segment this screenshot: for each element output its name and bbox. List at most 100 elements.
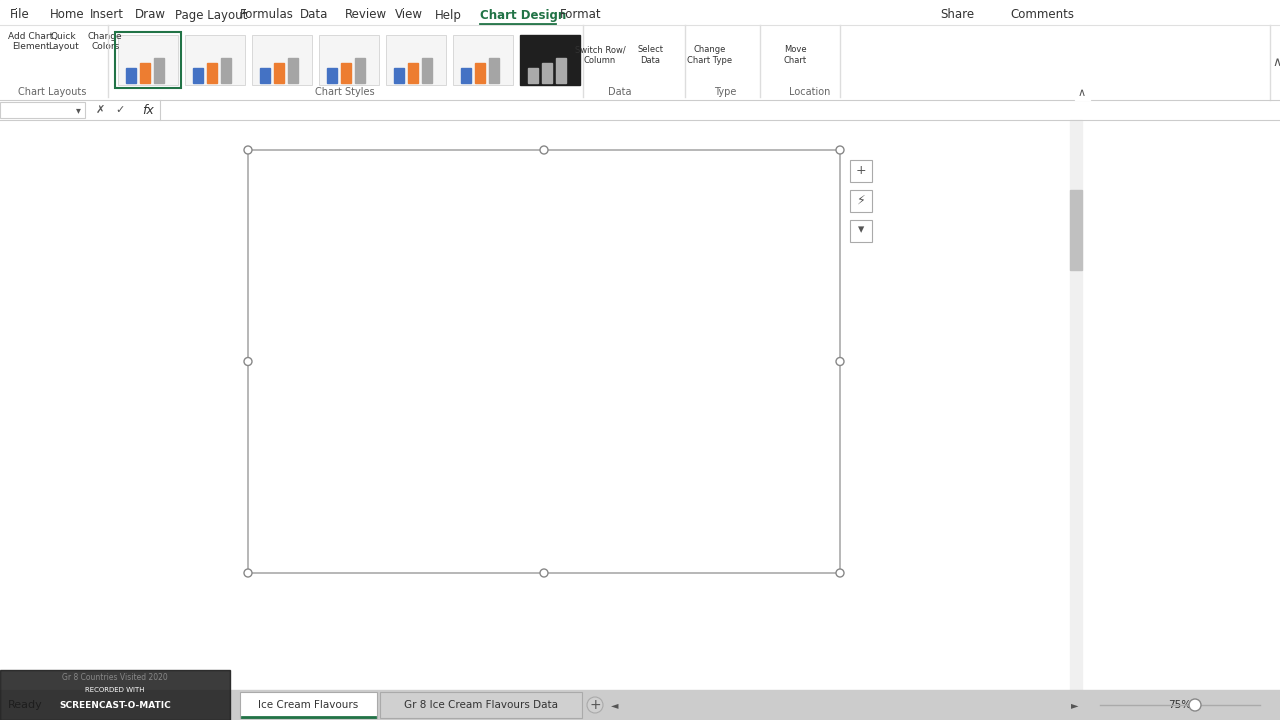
Text: Format: Format: [561, 9, 602, 22]
Bar: [305, 259, 330, 616]
Bar: [241, 692, 378, 718]
Text: fx: fx: [142, 104, 154, 117]
Bar: [193, 68, 204, 83]
Text: Quick
Layout: Quick Layout: [49, 32, 79, 51]
Circle shape: [1189, 699, 1201, 711]
Text: Location: Location: [790, 87, 831, 97]
Circle shape: [244, 146, 252, 154]
Bar: [0, 102, 84, 118]
Bar: [118, 35, 178, 85]
Bar: [557, 497, 581, 616]
Text: ►: ►: [1071, 700, 1079, 710]
Bar: [419, 378, 443, 616]
Bar: [274, 63, 284, 83]
Text: ✗: ✗: [95, 105, 105, 115]
Bar: [408, 63, 419, 83]
Circle shape: [836, 146, 844, 154]
Bar: [850, 190, 872, 212]
Bar: [154, 58, 164, 83]
Legend: 8A, 8B, 8C: 8A, 8B, 8C: [472, 677, 616, 696]
Bar: [443, 556, 468, 616]
Bar: [0, 25, 108, 80]
Bar: [288, 58, 298, 83]
Circle shape: [244, 569, 252, 577]
Text: Formulas: Formulas: [241, 9, 294, 22]
Bar: [319, 35, 379, 85]
Text: ▾: ▾: [76, 105, 81, 115]
Bar: [0, 670, 230, 720]
Text: 75%: 75%: [1169, 700, 1192, 710]
Circle shape: [244, 358, 252, 366]
Text: Data: Data: [300, 9, 329, 22]
Bar: [1070, 190, 1082, 270]
Bar: [380, 692, 582, 718]
Circle shape: [836, 569, 844, 577]
Text: +: +: [856, 163, 867, 176]
Text: Select
Data: Select Data: [637, 45, 663, 65]
Text: Chart Layouts: Chart Layouts: [18, 87, 86, 97]
Bar: [0, 690, 1280, 720]
Bar: [330, 199, 355, 616]
Circle shape: [836, 358, 844, 366]
Text: Page Layout: Page Layout: [175, 9, 247, 22]
Text: RECORDED WITH: RECORDED WITH: [86, 687, 145, 693]
Bar: [140, 63, 150, 83]
Bar: [422, 58, 433, 83]
Bar: [733, 259, 758, 616]
Text: ✓: ✓: [115, 105, 124, 115]
Text: View: View: [396, 9, 422, 22]
Bar: [0, 100, 1280, 120]
Text: ◄: ◄: [612, 700, 618, 710]
Bar: [0, 0, 1280, 100]
Bar: [453, 35, 513, 85]
Bar: [0, 0, 1280, 25]
Bar: [850, 160, 872, 182]
Bar: [115, 32, 180, 88]
Circle shape: [540, 569, 548, 577]
Bar: [125, 68, 136, 83]
Text: ⚡: ⚡: [856, 194, 865, 207]
Text: Chart Design: Chart Design: [480, 9, 566, 22]
Text: Draw: Draw: [134, 9, 166, 22]
Text: ∧: ∧: [1078, 88, 1085, 98]
Text: SCREENCAST-O-MATIC: SCREENCAST-O-MATIC: [59, 701, 170, 709]
Text: Gr 8 Countries Visited 2020: Gr 8 Countries Visited 2020: [63, 673, 168, 683]
Text: Gr 8 Ice Cream Flavours Data: Gr 8 Ice Cream Flavours Data: [404, 700, 558, 710]
Text: Change
Colors: Change Colors: [88, 32, 123, 51]
Text: Help: Help: [435, 9, 462, 22]
Bar: [108, 30, 582, 90]
Bar: [393, 318, 419, 616]
Bar: [340, 63, 351, 83]
Bar: [645, 199, 669, 616]
Text: File: File: [10, 9, 29, 22]
Text: Data: Data: [608, 87, 632, 97]
Text: Comments: Comments: [1010, 9, 1074, 22]
Text: +: +: [589, 698, 600, 712]
Bar: [556, 58, 566, 83]
Bar: [280, 199, 305, 616]
Bar: [489, 58, 499, 83]
Text: Chart Styles: Chart Styles: [315, 87, 375, 97]
Bar: [260, 68, 270, 83]
Text: Change
Chart Type: Change Chart Type: [687, 45, 732, 65]
Bar: [186, 35, 244, 85]
Bar: [531, 437, 557, 616]
Circle shape: [540, 146, 548, 154]
Text: Switch Row/
Column: Switch Row/ Column: [575, 45, 626, 65]
Bar: [520, 35, 580, 85]
Bar: [620, 497, 645, 616]
Bar: [248, 150, 840, 573]
Bar: [758, 556, 783, 616]
Title: Chart Title: Chart Title: [504, 120, 584, 135]
Text: Share: Share: [940, 9, 974, 22]
Bar: [0, 120, 1280, 690]
Bar: [1070, 120, 1082, 690]
Bar: [221, 58, 230, 83]
Bar: [541, 63, 552, 83]
Bar: [355, 58, 365, 83]
Circle shape: [588, 697, 603, 713]
Text: Add Chart
Element: Add Chart Element: [8, 32, 54, 51]
Text: Insert: Insert: [90, 9, 124, 22]
Bar: [326, 68, 337, 83]
Bar: [0, 25, 1280, 100]
